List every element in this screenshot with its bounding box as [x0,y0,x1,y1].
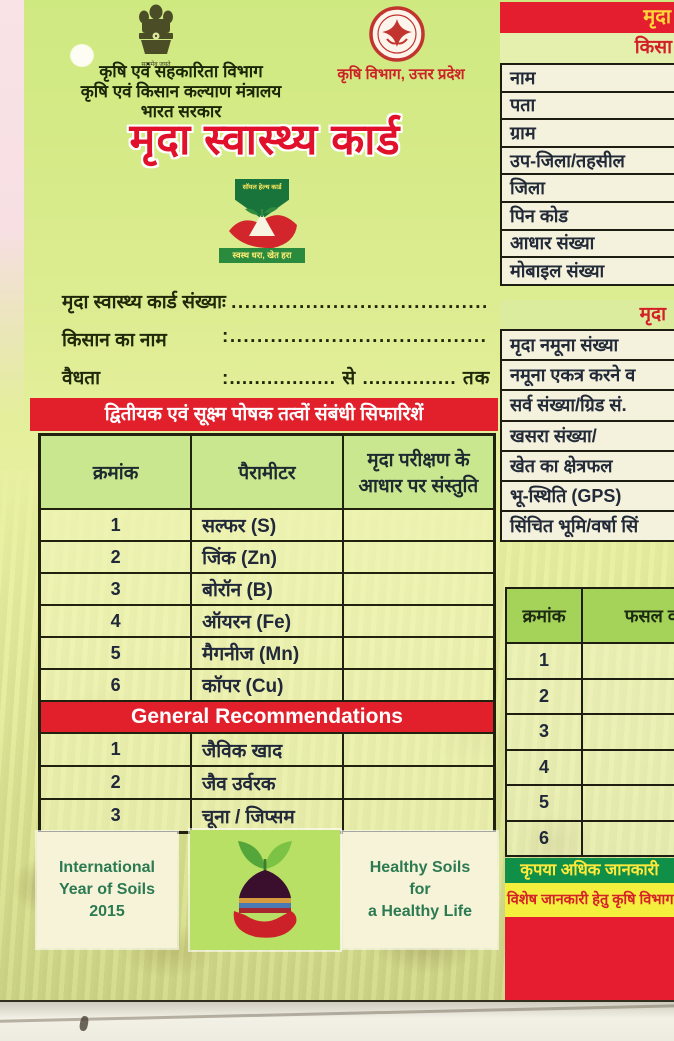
table-row: उप-जिला/तहसील [500,145,674,176]
table-row: खसरा संख्या/ [500,419,674,452]
more-info-banner: कृपया अधिक जानकारी [505,858,674,883]
ministry-line-2: कृषि एवं किसान कल्याण मंत्रालय [80,82,282,101]
healthy-line-1: Healthy Soils [369,859,471,876]
header-parameter: पैरामीटर [190,433,344,510]
emblem-motto: सत्यमेव जयते [141,62,171,68]
scan-edge-strip [0,0,24,420]
recommendations-table: क्रमांक पैरामीटर मृदा परीक्षण के आधार पर… [38,433,496,834]
national-emblem-icon [133,4,179,62]
ministry-line-3: भारत सरकार [140,102,222,121]
table-header-row: क्रमांक पैरामीटर मृदा परीक्षण के आधार पर… [38,433,496,510]
healthy-soils-box: Healthy Soils for a Healthy Life [343,832,497,948]
table-row: 3 चूना / जिप्सम [38,798,496,834]
table-row: 5 मैगनीज (Mn) [38,636,496,670]
validity-label: वैधता [62,368,101,389]
hole-punch [70,44,94,67]
healthy-line-3: a Healthy Life [367,903,473,920]
table-row: सर्व संख्या/ग्रिड सं. [500,389,674,422]
card-number-row: मृदा स्वास्थ्य कार्ड संख्याः ...........… [62,288,489,314]
general-recommendations-banner: General Recommendations [38,700,496,734]
table-row: 6 कॉपर (Cu) [38,668,496,702]
table-row: 2 [505,677,674,715]
table-row: ग्राम [500,118,674,148]
iys-logo-icon [233,841,297,938]
table-row: 3 [505,713,674,751]
table-row: पिन कोड [500,200,674,231]
crop-table: क्रमांक फसल व कि 1 2 3 4 5 6 [505,587,674,857]
sample-section-banner: मृदा [500,300,674,329]
ministry-header: कृषि एवं सहकारिता विभाग कृषि एवं किसान क… [28,62,334,122]
validity-line: :................. से ............... तक [222,368,491,389]
healthy-line-2: for [409,881,431,898]
card-number-label: मृदा स्वास्थ्य कार्ड संख्याः [62,292,226,313]
iys-line-1: International [58,859,155,876]
right-top-banner: मृदा [500,2,674,33]
table-row: आधार संख्या [500,228,674,259]
table-row: 1 सल्फर (S) [38,508,496,542]
shc-slogan-banner: स्वस्थ धरा, खेत हरा [219,248,305,263]
header-sno: क्रमांक [38,433,193,510]
table-row: भू-स्थिति (GPS) [500,479,674,513]
crop-header-sno: क्रमांक [505,587,583,644]
farmer-details-table: नाम पता ग्राम उप-जिला/तहसील जिला पिन कोड… [500,63,674,286]
ministry-line-1: कृषि एवं सहकारिता विभाग [99,62,263,81]
iys-text-box: International Year of Soils 2015 [37,832,177,948]
table-row: 2 जैव उर्वरक [38,765,496,800]
table-row: जिला [500,173,674,203]
iys-line-2: Year of Soils [58,881,156,898]
table-row: मृदा नमूना संख्या [500,328,674,362]
state-department-label: कृषि विभाग, उत्तर प्रदेश [337,66,465,83]
shc-hands-icon [223,203,301,256]
table-row: खेत का क्षेत्रफल [500,449,674,482]
red-footer-band [505,917,674,1002]
farmer-section-banner: किसा [500,33,674,63]
header-advice: मृदा परीक्षण के आधार पर संस्तुति [341,433,496,510]
farmer-name-label: किसान का नाम [62,330,167,351]
table-row: मोबाइल संख्या [500,256,674,286]
table-row: 2 जिंक (Zn) [38,540,496,574]
card-title: मृदा स्वास्थ्य कार्ड [129,116,401,164]
table-row: 6 [505,819,674,857]
iys-logo-box [190,830,340,950]
soil-sample-table: मृदा नमूना संख्या नमूना एकत्र करने व सर्… [500,328,674,543]
farmer-name-line: :...................................... [222,326,488,347]
special-info-banner: विशेष जानकारी हेतु कृषि विभाग [505,883,674,917]
up-govt-seal-icon [368,5,426,63]
card-number-line: ...................................... [231,292,489,313]
scan-bottom-edge [0,1000,674,1041]
table-row: 4 [505,748,674,786]
soil-health-card-logo-icon: सॉयल हेल्थ कार्ड स्वस्थ धरा, खेत हरा [219,177,305,269]
table-row: सिंचित भूमि/वर्षा सिं [500,510,674,543]
crop-header-crop: फसल व कि [581,587,674,644]
table-header-row: क्रमांक फसल व कि [505,587,674,644]
table-row: 1 [505,642,674,680]
iys-line-3: 2015 [89,903,125,920]
table-row: 3 बोरॉन (B) [38,572,496,606]
table-row: नमूना एकत्र करने व [500,359,674,392]
micro-nutrients-banner: द्वितीयक एवं सूक्ष्म पोषक तत्वों संबंधी … [30,398,498,431]
table-row: 4 ऑयरन (Fe) [38,604,496,638]
table-row: 5 [505,784,674,822]
table-row: नाम [500,63,674,93]
table-row: 1 जैविक खाद [38,732,496,767]
table-row: पता [500,90,674,121]
